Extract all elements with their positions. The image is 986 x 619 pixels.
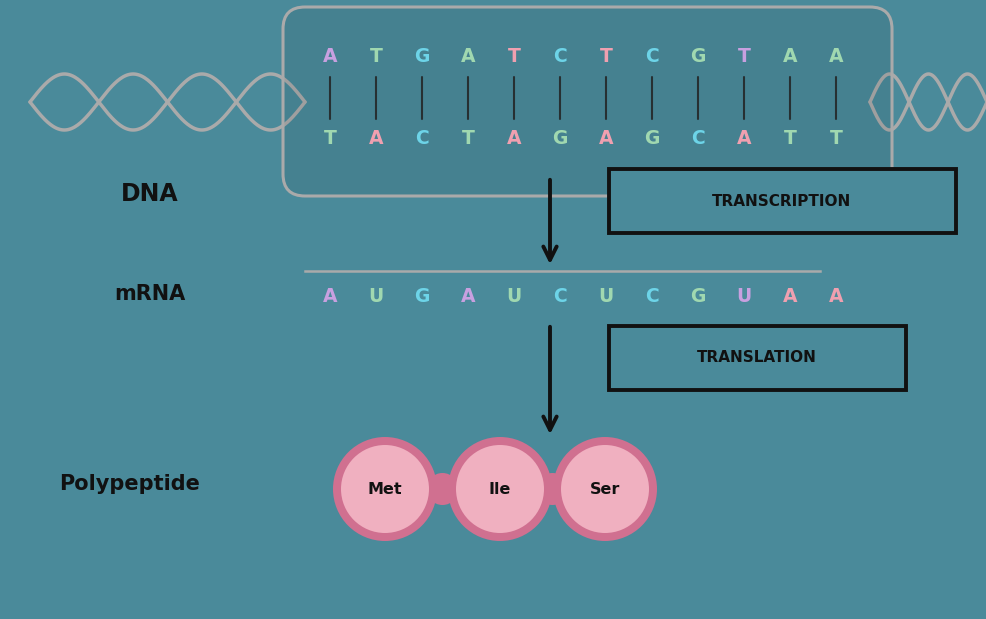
Text: G: G (552, 129, 567, 149)
Text: C: C (415, 129, 429, 149)
Text: A: A (322, 287, 337, 306)
Text: TRANSCRIPTION: TRANSCRIPTION (712, 194, 851, 209)
Text: T: T (369, 48, 382, 66)
Text: A: A (828, 48, 842, 66)
Text: A: A (460, 48, 475, 66)
Text: mRNA: mRNA (114, 284, 185, 304)
Text: U: U (368, 287, 384, 306)
FancyBboxPatch shape (608, 169, 955, 233)
Text: C: C (552, 287, 566, 306)
Text: Met: Met (368, 482, 402, 496)
Text: U: U (506, 287, 521, 306)
Circle shape (332, 437, 437, 541)
Text: T: T (599, 48, 612, 66)
Text: T: T (323, 129, 336, 149)
Text: TRANSLATION: TRANSLATION (696, 350, 816, 365)
Text: U: U (598, 287, 613, 306)
Text: G: G (689, 48, 705, 66)
Text: A: A (322, 48, 337, 66)
Text: A: A (460, 287, 475, 306)
Text: A: A (369, 129, 383, 149)
Circle shape (552, 437, 657, 541)
Text: Ile: Ile (488, 482, 511, 496)
Circle shape (456, 445, 543, 533)
FancyBboxPatch shape (608, 326, 905, 390)
Text: A: A (736, 129, 750, 149)
Text: G: G (414, 48, 429, 66)
Text: A: A (828, 287, 842, 306)
Text: T: T (507, 48, 520, 66)
Text: U: U (736, 287, 751, 306)
Text: C: C (552, 48, 566, 66)
Text: Polypeptide: Polypeptide (59, 474, 200, 494)
Text: C: C (645, 287, 659, 306)
FancyBboxPatch shape (283, 7, 891, 196)
Text: C: C (645, 48, 659, 66)
Circle shape (448, 437, 551, 541)
Text: G: G (414, 287, 429, 306)
Text: A: A (506, 129, 521, 149)
Text: Ser: Ser (590, 482, 619, 496)
Circle shape (560, 445, 649, 533)
Circle shape (340, 445, 429, 533)
Text: DNA: DNA (121, 182, 178, 206)
Text: G: G (644, 129, 659, 149)
Text: T: T (737, 48, 749, 66)
Text: A: A (599, 129, 612, 149)
Text: C: C (690, 129, 704, 149)
Text: A: A (782, 48, 797, 66)
Text: A: A (782, 287, 797, 306)
Text: T: T (828, 129, 842, 149)
Text: T: T (783, 129, 796, 149)
Circle shape (536, 473, 568, 505)
Text: T: T (461, 129, 474, 149)
Circle shape (426, 473, 458, 505)
Text: G: G (689, 287, 705, 306)
